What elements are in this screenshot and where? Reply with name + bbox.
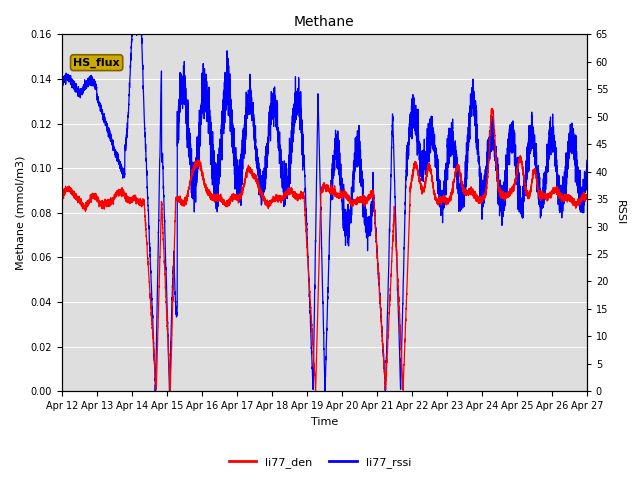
X-axis label: Time: Time	[310, 417, 338, 427]
Y-axis label: Methane (mmol/m3): Methane (mmol/m3)	[15, 156, 25, 270]
Text: HS_flux: HS_flux	[74, 58, 120, 68]
Title: Methane: Methane	[294, 15, 355, 29]
Y-axis label: RSSI: RSSI	[615, 200, 625, 226]
Legend: li77_den, li77_rssi: li77_den, li77_rssi	[224, 452, 416, 472]
